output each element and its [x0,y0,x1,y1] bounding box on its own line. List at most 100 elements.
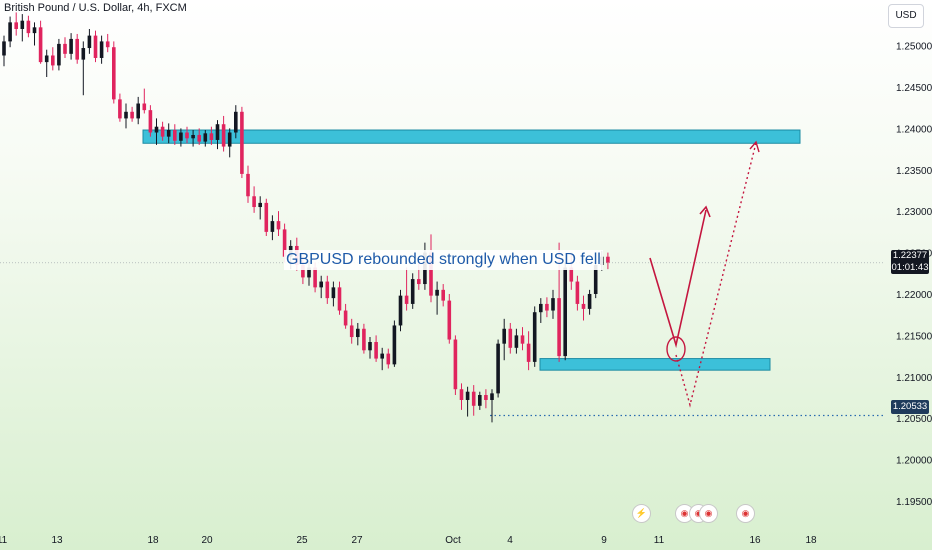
y-tick-label: 1.25000 [896,42,932,53]
candle [386,348,391,369]
candle [203,130,208,147]
candle [368,337,372,359]
candle [398,289,403,332]
candle [87,28,92,54]
candle [142,88,147,114]
candle-body [252,196,256,208]
candle [2,35,6,67]
candle [453,335,458,396]
candle [44,49,49,78]
candle [380,347,384,371]
candle-body [545,303,549,311]
candle [105,33,110,53]
candle-body [142,103,147,111]
candle [227,128,232,158]
candle-body [520,335,525,344]
chart-title: British Pound / U.S. Dollar, 4h, FXCM [4,2,187,14]
candle [99,35,104,64]
candle [124,103,128,129]
candle [520,327,525,351]
candle [362,323,366,354]
candle-body [325,281,330,299]
candle [545,297,549,318]
candle-body [93,35,98,58]
candle-body [563,267,567,357]
candle [478,391,482,410]
candle-body [234,111,238,133]
x-tick-label: 25 [296,535,308,546]
candle-body [557,298,561,357]
candle-body [356,328,360,338]
candle-body [478,395,482,406]
candle [343,303,348,329]
candle-body [227,132,232,147]
candle [118,93,122,122]
lightning-icon[interactable]: ⚡ [632,504,651,523]
candle-body [8,22,12,42]
candle-body [264,202,269,232]
candle-body [508,328,513,348]
candle [32,22,37,46]
candle-body [75,38,79,60]
projection-arrow-solid [649,209,707,349]
candle-body [362,328,366,351]
candle [337,281,342,315]
x-tick-label: Oct [445,535,461,546]
candle-body [44,55,49,63]
candle [136,96,140,125]
price-lines [0,262,885,417]
candle [69,33,73,60]
candle [234,105,238,139]
flag-us-icon[interactable]: ◉ [699,504,718,523]
candle-body [221,124,226,147]
candle-body [246,173,250,197]
candle-body [435,289,439,296]
y-tick-label: 1.20000 [896,456,932,467]
candle [258,196,262,220]
flag-us-icon[interactable]: ◉ [736,504,755,523]
candle-body [203,133,208,142]
candle [465,386,470,417]
candle-body [410,279,415,304]
candle [93,30,98,63]
candle-body [496,343,500,394]
candle [173,124,177,145]
candle-body [380,353,384,359]
candle-body [459,389,464,400]
x-tick-label: 20 [201,535,213,546]
candle-body [331,287,336,299]
candle-body [606,256,610,263]
x-tick-label: 11 [0,535,8,546]
candle-body [2,41,6,56]
candle [374,335,378,362]
candle-body [441,289,445,301]
x-tick-label: 27 [351,535,363,546]
chart-annotation: GBPUSD rebounded strongly when USD fell [284,250,603,270]
candle-body [337,287,342,311]
candle-body [319,281,323,288]
candle [57,38,61,71]
candle-body [551,298,555,311]
candle [471,385,476,416]
y-tick-label: 1.23000 [896,207,932,218]
candle [319,275,323,299]
y-tick-label: 1.19500 [896,497,932,508]
candle-body [514,335,519,348]
candle-body [63,43,67,54]
candle-body [539,303,543,313]
candle-body [471,391,476,406]
candle-body [526,343,531,362]
candle-body [307,267,311,278]
candle-body [392,325,397,365]
last-price-tag: 1.22377 01:01:43 [891,250,929,274]
currency-button[interactable]: USD [888,4,924,28]
candle [587,289,592,315]
candle [209,126,214,145]
x-tick-label: 13 [51,535,63,546]
candle [81,41,86,96]
countdown: 01:01:43 [891,262,929,273]
candle [276,211,281,237]
candle-body [154,126,159,133]
zone-support [539,358,771,371]
